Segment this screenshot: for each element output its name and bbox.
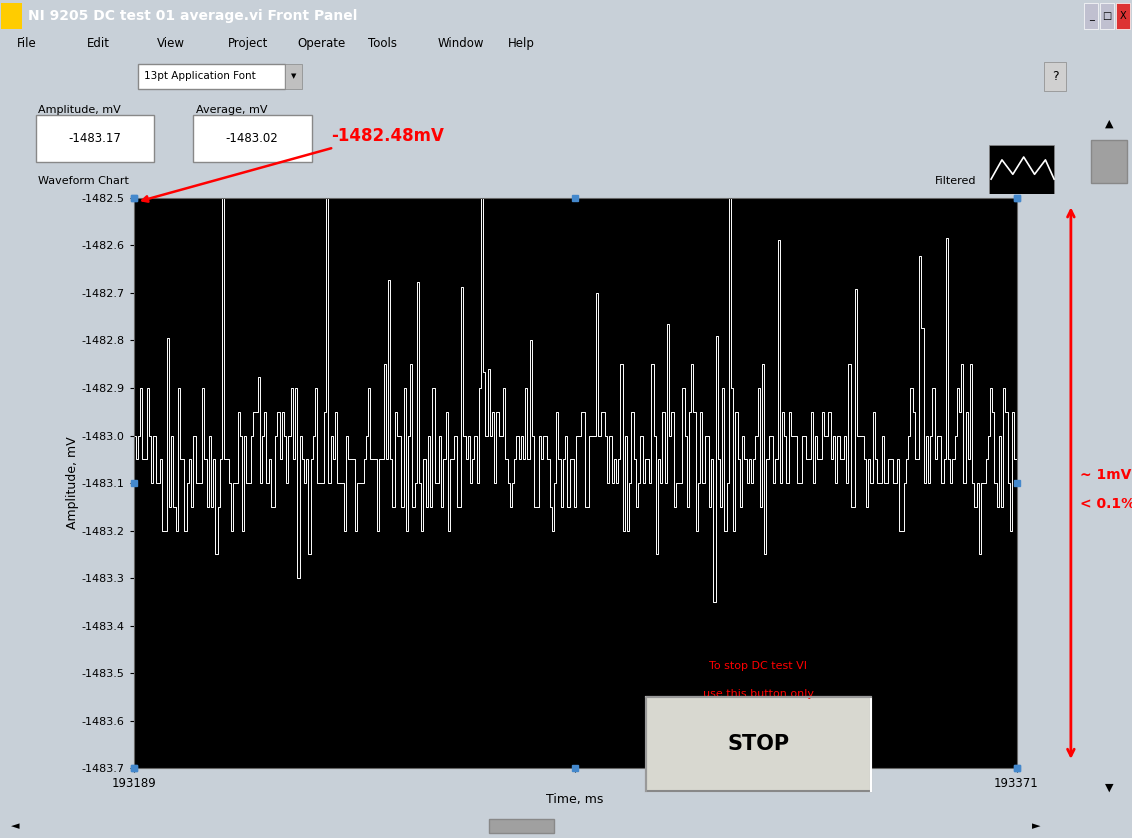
Text: ?: ?: [1052, 70, 1058, 83]
FancyBboxPatch shape: [138, 64, 285, 89]
Text: Amplitude, mV: Amplitude, mV: [38, 105, 121, 115]
FancyBboxPatch shape: [1091, 140, 1127, 184]
FancyBboxPatch shape: [285, 64, 302, 89]
Text: Filtered: Filtered: [935, 176, 976, 186]
Text: -1483.17: -1483.17: [68, 132, 121, 145]
Text: Project: Project: [228, 37, 268, 50]
FancyBboxPatch shape: [1084, 3, 1098, 28]
FancyBboxPatch shape: [646, 697, 871, 791]
Text: -1482.48mV: -1482.48mV: [332, 127, 445, 145]
Text: X: X: [1120, 11, 1126, 21]
Text: To stop DC test VI: To stop DC test VI: [710, 661, 807, 671]
Text: ▼: ▼: [1105, 783, 1114, 793]
FancyBboxPatch shape: [1044, 62, 1066, 91]
Text: View: View: [157, 37, 186, 50]
Text: File: File: [17, 37, 36, 50]
Text: ►: ►: [1, 11, 9, 21]
Text: ◄: ◄: [11, 821, 19, 831]
FancyBboxPatch shape: [36, 115, 154, 162]
Text: ▲: ▲: [1105, 119, 1114, 129]
FancyBboxPatch shape: [1100, 3, 1114, 28]
Text: Operate: Operate: [298, 37, 346, 50]
Text: Tools: Tools: [368, 37, 397, 50]
FancyBboxPatch shape: [1, 3, 22, 28]
Y-axis label: Amplitude, mV: Amplitude, mV: [66, 437, 78, 530]
Text: use this button only: use this button only: [703, 689, 814, 699]
Text: ~ 1mV: ~ 1mV: [1080, 468, 1131, 482]
Text: Window: Window: [438, 37, 484, 50]
X-axis label: Time, ms: Time, ms: [547, 794, 603, 806]
Text: STOP: STOP: [728, 734, 789, 754]
Text: Help: Help: [508, 37, 535, 50]
Text: Edit: Edit: [87, 37, 110, 50]
FancyBboxPatch shape: [489, 820, 555, 833]
Text: ▼: ▼: [291, 73, 295, 80]
FancyBboxPatch shape: [194, 115, 312, 162]
Text: Waveform Chart: Waveform Chart: [38, 176, 129, 186]
Text: 13pt Application Font: 13pt Application Font: [144, 71, 256, 81]
Text: Average, mV: Average, mV: [196, 105, 267, 115]
Text: ►: ►: [1032, 821, 1041, 831]
Text: _: _: [1089, 11, 1094, 21]
FancyBboxPatch shape: [989, 146, 1054, 194]
Text: < 0.1%: < 0.1%: [1080, 497, 1132, 511]
FancyBboxPatch shape: [1116, 3, 1130, 28]
Text: NI 9205 DC test 01 average.vi Front Panel: NI 9205 DC test 01 average.vi Front Pane…: [28, 9, 358, 23]
Text: □: □: [1103, 11, 1112, 21]
Text: -1483.02: -1483.02: [225, 132, 278, 145]
